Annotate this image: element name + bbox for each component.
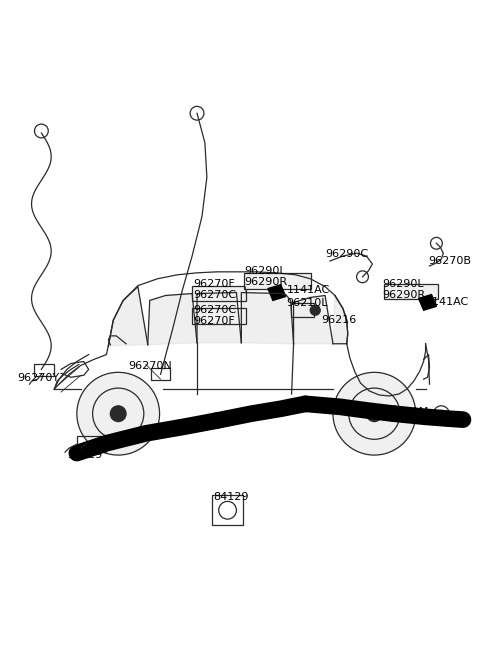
Circle shape [333, 373, 416, 455]
Circle shape [310, 305, 320, 315]
Bar [384, 283, 438, 299]
Bar [244, 273, 312, 289]
Circle shape [437, 410, 445, 418]
Polygon shape [241, 293, 294, 344]
Text: 96290L: 96290L [382, 279, 424, 289]
Text: 96216: 96216 [321, 315, 356, 325]
Text: 1141AC: 1141AC [426, 297, 469, 308]
Text: 96290R: 96290R [244, 277, 288, 287]
Polygon shape [333, 295, 348, 344]
Bar [151, 369, 170, 380]
Text: 96290L: 96290L [244, 266, 286, 276]
Text: 96270Y: 96270Y [18, 373, 60, 383]
Text: 96270F: 96270F [193, 316, 235, 326]
Polygon shape [419, 295, 436, 310]
Text: 96270C: 96270C [193, 289, 236, 300]
Text: 84129: 84129 [213, 491, 248, 502]
Text: 96270C: 96270C [193, 305, 236, 316]
Polygon shape [197, 293, 241, 343]
Bar [290, 303, 314, 317]
Text: 96290C: 96290C [325, 249, 368, 259]
Text: 1141AC: 1141AC [287, 285, 330, 295]
Bar [212, 495, 243, 525]
Text: 96290R: 96290R [382, 289, 425, 300]
Text: 96270F: 96270F [193, 279, 235, 289]
Circle shape [110, 406, 126, 422]
Text: 96210L: 96210L [287, 298, 328, 308]
Bar [192, 285, 246, 301]
Polygon shape [108, 287, 148, 346]
Text: 96270B: 96270B [429, 256, 471, 266]
Bar [35, 365, 54, 377]
Text: 1076AM: 1076AM [384, 407, 430, 417]
Bar [192, 308, 246, 324]
Polygon shape [294, 295, 333, 344]
Circle shape [77, 373, 159, 455]
Circle shape [366, 406, 382, 422]
Polygon shape [148, 293, 197, 345]
Polygon shape [268, 285, 286, 300]
Text: 56129: 56129 [67, 450, 102, 460]
Bar [77, 436, 107, 452]
Text: 96270N: 96270N [128, 361, 172, 371]
